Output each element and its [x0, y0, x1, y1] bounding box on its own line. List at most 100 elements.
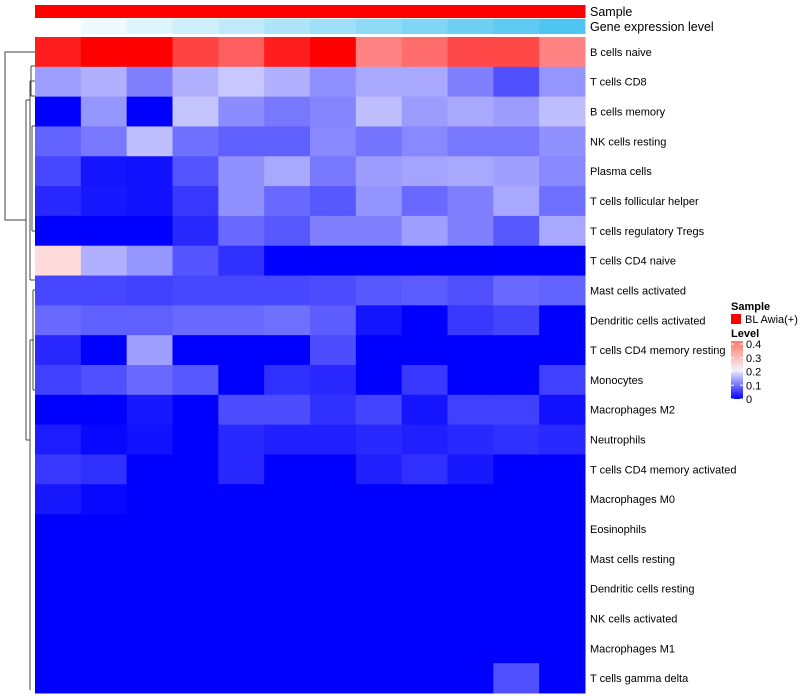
heatmap-cell — [539, 603, 586, 634]
heatmap-cell — [80, 394, 128, 426]
heatmap-cell — [447, 424, 494, 455]
annotation-sample-cell — [539, 5, 586, 18]
row-label: Neutrophils — [590, 435, 646, 447]
heatmap-cell — [447, 484, 494, 515]
heatmap-cell — [310, 186, 357, 217]
row-dendrogram — [4, 51, 35, 690]
heatmap-cell — [493, 156, 540, 187]
heatmap-cell — [126, 96, 173, 127]
heatmap-cell — [80, 573, 128, 605]
heatmap-cell — [80, 365, 128, 396]
heatmap-cell — [401, 603, 448, 634]
heatmap-cell — [218, 514, 265, 545]
heatmap-cell — [539, 394, 586, 426]
heatmap-cell — [264, 37, 311, 68]
heatmap-cell — [126, 633, 173, 664]
heatmap-cell — [310, 37, 357, 68]
heatmap-cell — [126, 66, 173, 98]
heatmap-cell — [401, 305, 448, 336]
heatmap-cell — [310, 275, 357, 306]
heatmap-cell — [264, 126, 311, 157]
heatmap-cell — [310, 484, 357, 515]
heatmap-cell — [447, 394, 494, 426]
heatmap-cell — [401, 394, 448, 426]
heatmap-cell — [355, 156, 403, 187]
heatmap-cell — [447, 156, 494, 187]
heatmap-cell — [264, 365, 311, 396]
heatmap-cell — [172, 365, 219, 396]
heatmap-cell — [126, 305, 173, 336]
heatmap-cell — [355, 335, 403, 366]
heatmap-cell — [35, 186, 82, 217]
heatmap-cell — [539, 126, 586, 157]
row-label: T cells CD4 memory activated — [590, 464, 737, 476]
row-label: Macrophages M0 — [590, 494, 675, 506]
annotation-gene-expression-cell — [218, 19, 265, 34]
heatmap-cell — [80, 514, 128, 545]
heatmap-cell — [447, 37, 494, 68]
heatmap-cell — [126, 394, 173, 426]
row-label: Eosinophils — [590, 524, 647, 536]
heatmap-cell — [401, 573, 448, 605]
annotation-sample-cell — [447, 5, 494, 18]
heatmap-cell — [218, 275, 265, 306]
heatmap-cell — [126, 365, 173, 396]
heatmap-cell — [401, 424, 448, 455]
heatmap-cell — [401, 215, 448, 247]
heatmap-cell — [218, 335, 265, 366]
heatmap-cell — [493, 603, 540, 634]
heatmap-cell — [539, 543, 586, 575]
heatmap-cell — [401, 126, 448, 157]
heatmap-cell — [355, 305, 403, 336]
annotation-gene-expression-cell — [493, 19, 540, 34]
heatmap-cell — [447, 365, 494, 396]
heatmap-cell — [355, 484, 403, 515]
heatmap-cell — [126, 215, 173, 247]
heatmap-cell — [355, 663, 403, 694]
heatmap-cell — [80, 245, 128, 277]
annotation-sample-cell — [80, 5, 128, 18]
heatmap-cell — [80, 126, 128, 157]
heatmap-cell — [126, 663, 173, 694]
heatmap-cell — [355, 37, 403, 68]
heatmap-cell — [310, 156, 357, 187]
heatmap-cell — [355, 215, 403, 247]
legend-tick-label: 0 — [746, 394, 752, 406]
heatmap-cell — [310, 215, 357, 247]
heatmap-cell — [264, 454, 311, 485]
row-label: T cells CD4 naive — [590, 256, 676, 268]
heatmap-cell — [539, 573, 586, 605]
heatmap-cell — [539, 633, 586, 664]
row-label: NK cells resting — [590, 136, 666, 148]
heatmap-cell — [172, 543, 219, 575]
heatmap-cell — [172, 245, 219, 277]
heatmap-cell — [355, 543, 403, 575]
annotation-sample-cell — [401, 5, 448, 18]
heatmap-cell — [35, 126, 82, 157]
heatmap-cell — [218, 96, 265, 127]
heatmap-cell — [218, 186, 265, 217]
heatmap-cell — [447, 633, 494, 664]
heatmap-cell — [264, 96, 311, 127]
heatmap-cell — [35, 37, 82, 68]
heatmap-cell — [126, 245, 173, 277]
heatmap-cell — [172, 394, 219, 426]
legend-level-title: Level — [731, 328, 759, 340]
heatmap-cell — [355, 245, 403, 277]
heatmap-cell — [218, 37, 265, 68]
row-label: Mast cells resting — [590, 554, 675, 566]
heatmap-cell — [264, 245, 311, 277]
heatmap-cell — [539, 663, 586, 694]
heatmap-cell — [172, 335, 219, 366]
row-label: Dendritic cells activated — [590, 315, 706, 327]
legend-tick-label: 0.3 — [746, 353, 761, 365]
heatmap-cell — [264, 543, 311, 575]
heatmap-cell — [355, 275, 403, 306]
legend-level-colorbar — [731, 341, 743, 399]
heatmap-cell — [80, 156, 128, 187]
heatmap-cell — [126, 37, 173, 68]
heatmap-cell — [264, 514, 311, 545]
heatmap-cell — [493, 245, 540, 277]
heatmap-cell — [172, 215, 219, 247]
heatmap-cell — [35, 66, 82, 98]
